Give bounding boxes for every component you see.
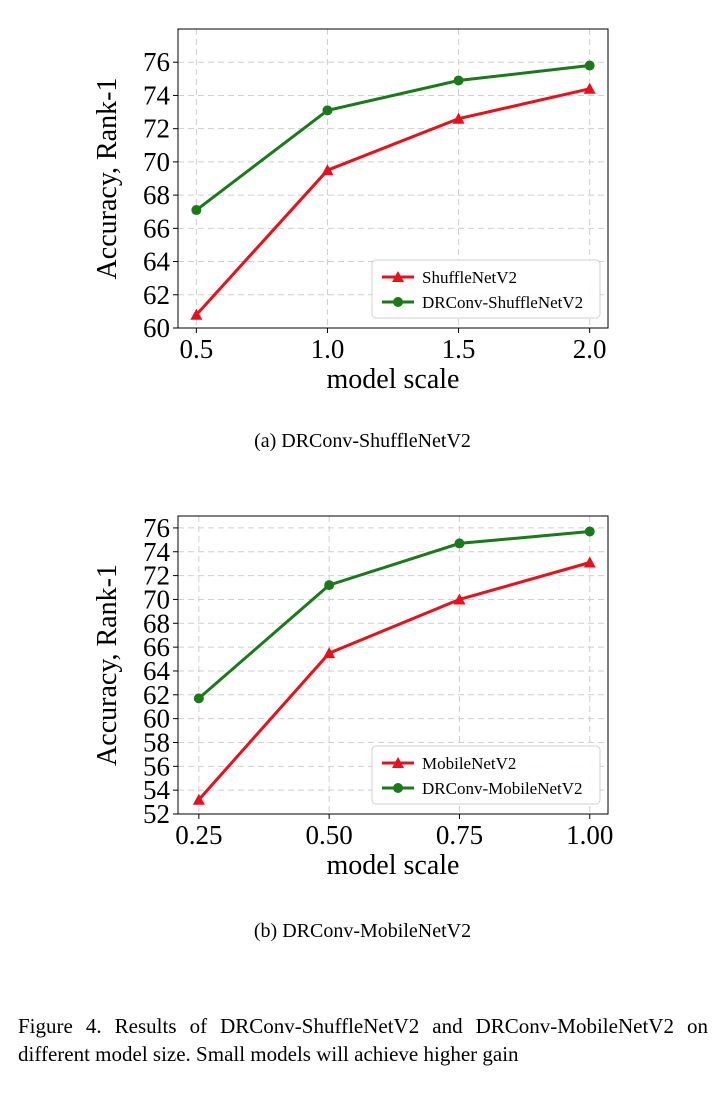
- chart-panel-a: 60 62 64 66 68 70 72 74 76 0.5 1.0 1.5 2.0 model scal…: [0, 0, 725, 460]
- y-tick-label: 70: [143, 584, 170, 614]
- data-point: [584, 526, 595, 537]
- x-tick-label: 1.5: [442, 334, 476, 364]
- x-axis-label: model scale: [327, 364, 460, 395]
- data-point: [453, 593, 466, 605]
- data-point: [583, 556, 596, 568]
- data-point: [190, 308, 203, 320]
- data-point: [322, 105, 333, 116]
- series-line: [197, 530, 590, 700]
- data-point: [452, 112, 465, 124]
- legend-box: [371, 259, 601, 319]
- y-tick-label: 54: [143, 775, 171, 805]
- x-axis-label: model scale: [327, 850, 460, 881]
- series-line: [195, 64, 590, 212]
- plot-frame: [177, 28, 609, 329]
- plot-frame: [177, 515, 609, 815]
- y-tick-label: 72: [143, 114, 170, 144]
- y-tick-label: 56: [143, 751, 170, 781]
- y-tick-label: 68: [143, 180, 170, 210]
- data-point: [191, 205, 202, 216]
- x-tick-label: 1.0: [311, 334, 345, 364]
- legend-box: [371, 745, 601, 805]
- data-point: [192, 793, 205, 805]
- series-line: [197, 561, 591, 801]
- x-tick-label: 0.25: [175, 820, 222, 850]
- legend-marker: [392, 271, 404, 282]
- legend-label: MobileNetV2: [422, 754, 516, 773]
- legend-marker: [393, 297, 403, 307]
- data-point: [453, 75, 464, 86]
- data-point: [323, 647, 336, 659]
- data-point: [584, 60, 595, 71]
- legend-label: DRConv-ShuffleNetV2: [422, 293, 583, 312]
- y-tick-label: 70: [143, 147, 170, 177]
- series-line: [195, 87, 590, 316]
- y-tick-label: 74: [143, 537, 171, 567]
- y-tick-label: 62: [143, 680, 170, 710]
- subcaption-b: (b) DRConv-MobileNetV2: [253, 920, 472, 942]
- y-tick-label: 64: [143, 656, 171, 686]
- data-point: [321, 164, 334, 176]
- y-tick-label: 58: [143, 727, 170, 757]
- y-tick-label: 76: [143, 47, 170, 77]
- y-tick-label: 64: [143, 247, 171, 277]
- data-point: [324, 580, 335, 591]
- chart-panel-b: 52 54 56 58 60 62 64 66 68 70 72 74 76 0.25 0.50 0.75 1.…: [0, 490, 725, 950]
- figure-caption: Figure 4. Results of DRConv-ShuffleNetV2…: [18, 1014, 708, 1066]
- y-tick-label: 68: [143, 608, 170, 638]
- x-tick-label: 0.75: [436, 820, 483, 850]
- y-tick-label: 52: [143, 799, 170, 829]
- data-point: [583, 82, 596, 94]
- legend-marker: [393, 783, 403, 793]
- data-point: [193, 693, 204, 704]
- data-point: [454, 538, 465, 549]
- y-tick-label: 60: [143, 313, 170, 343]
- y-tick-label: 66: [143, 632, 170, 662]
- y-tick-label: 60: [143, 704, 170, 734]
- legend-label: ShuffleNetV2: [422, 268, 517, 287]
- x-tick-label: 0.5: [179, 334, 213, 364]
- x-tick-label: 2.0: [573, 334, 607, 364]
- legend-label: DRConv-MobileNetV2: [422, 779, 583, 798]
- subcaption-a: (a) DRConv-ShuffleNetV2: [254, 430, 471, 452]
- legend-marker: [392, 757, 404, 768]
- y-axis-label: Accuracy, Rank-1: [92, 78, 123, 280]
- y-tick-label: 74: [143, 80, 171, 110]
- x-tick-label: 1.00: [566, 820, 613, 850]
- y-tick-label: 76: [143, 513, 170, 543]
- y-tick-label: 72: [143, 561, 170, 591]
- y-axis-label: Accuracy, Rank-1: [92, 564, 123, 766]
- y-tick-label: 66: [143, 213, 170, 243]
- x-tick-label: 0.50: [306, 820, 353, 850]
- y-tick-label: 62: [143, 280, 170, 310]
